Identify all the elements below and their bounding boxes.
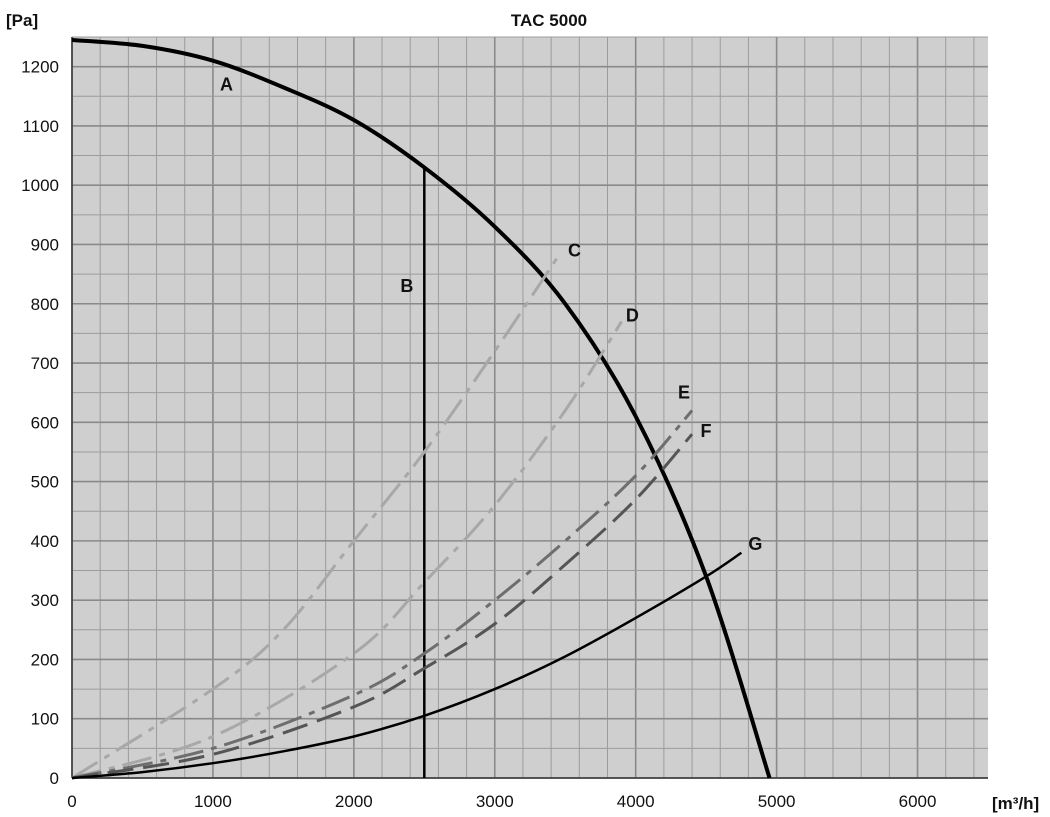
curve-label-e: E — [678, 383, 690, 403]
series-line-e — [71, 409, 694, 780]
y-tick-label: 1200 — [21, 58, 59, 77]
curve-label-c: C — [568, 240, 581, 260]
grid-lines — [71, 36, 988, 779]
x-tick-label: 5000 — [758, 792, 796, 811]
x-axis-unit-label: [m³/h] — [992, 794, 1039, 813]
chart-title: TAC 5000 — [511, 11, 587, 30]
x-tick-label: 2000 — [335, 792, 373, 811]
curve-label-g: G — [748, 534, 762, 554]
y-tick-label: 1100 — [22, 117, 59, 136]
y-tick-label: 1000 — [21, 176, 59, 195]
x-tick-label: 4000 — [617, 792, 655, 811]
y-tick-label: 100 — [31, 710, 59, 729]
series-line-d — [71, 320, 623, 780]
y-tick-label: 200 — [31, 650, 59, 669]
y-tick-label: 300 — [31, 591, 59, 610]
x-tick-label: 1000 — [194, 792, 232, 811]
y-tick-label: 600 — [31, 413, 59, 432]
curve-label-d: D — [626, 306, 639, 326]
curve-label-a: A — [220, 74, 233, 94]
curve-label-f: F — [701, 421, 712, 441]
y-tick-label: 700 — [31, 354, 59, 373]
y-axis-unit-label: [Pa] — [6, 11, 38, 30]
plot-area — [72, 37, 988, 778]
x-tick-label: 3000 — [476, 792, 514, 811]
x-tick-label: 0 — [67, 792, 76, 811]
series-line-g — [71, 551, 743, 780]
curve-label-b: B — [400, 276, 413, 296]
y-tick-label: 0 — [50, 769, 59, 788]
y-tick-label: 800 — [31, 295, 59, 314]
y-tick-label: 400 — [31, 532, 59, 551]
y-tick-label: 900 — [31, 235, 59, 254]
series-line-a — [71, 37, 772, 779]
x-tick-label: 6000 — [899, 792, 937, 811]
series-line-f — [71, 433, 694, 780]
series-line-c — [71, 255, 560, 780]
y-tick-label: 500 — [31, 473, 59, 492]
